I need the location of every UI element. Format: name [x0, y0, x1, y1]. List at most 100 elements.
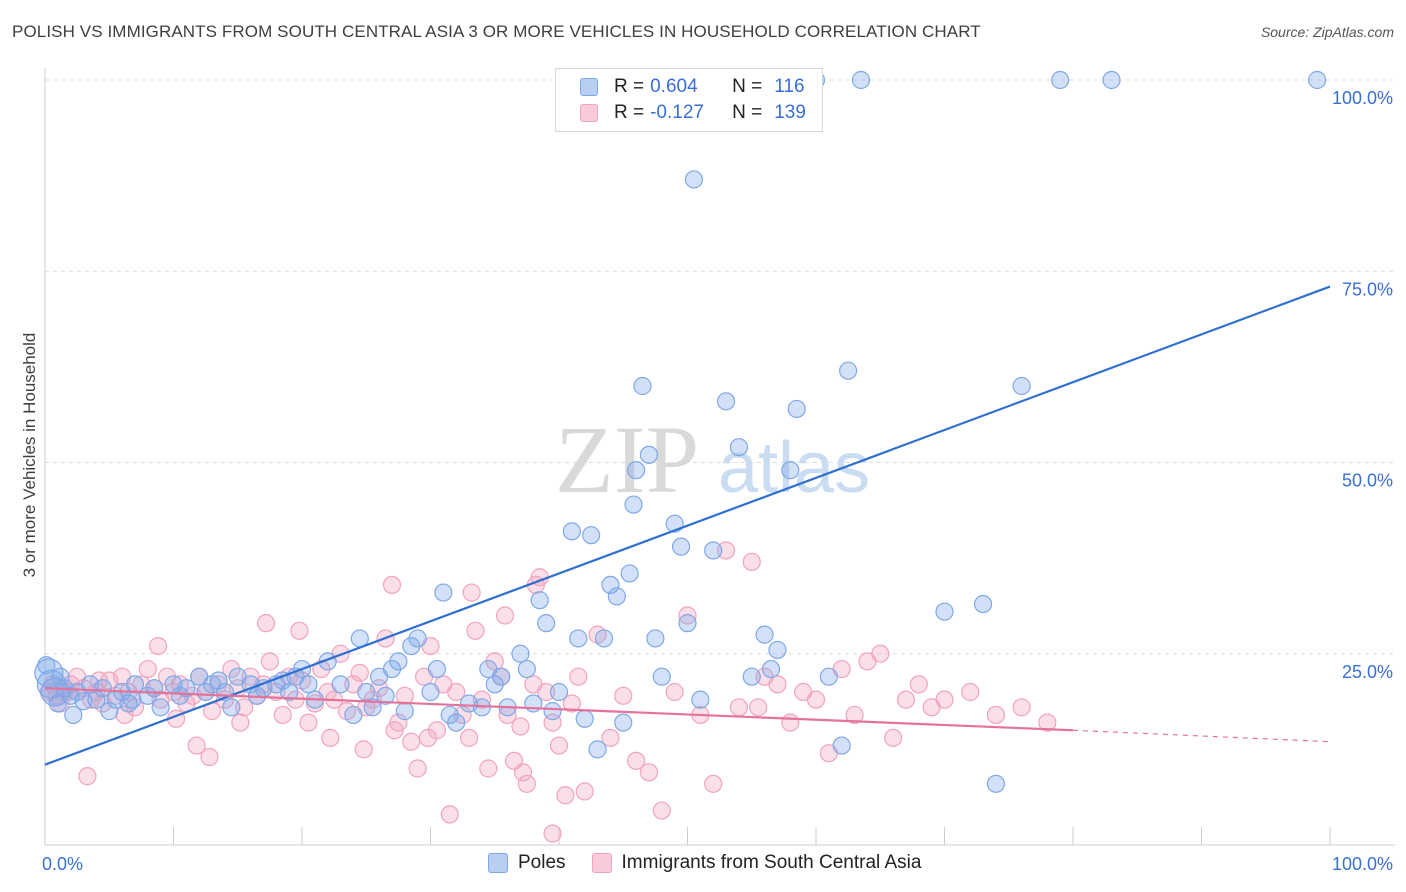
immigrants-point [231, 713, 250, 732]
immigrants-point [639, 763, 659, 782]
immigrants-point [440, 805, 459, 824]
poles-point [408, 629, 427, 648]
poles-point [51, 667, 70, 686]
immigrants-point [408, 759, 427, 778]
source-label: Source: ZipAtlas.com [1260, 24, 1394, 40]
immigrants-point [260, 652, 279, 671]
immigrants-point [459, 728, 479, 748]
poles-point [549, 682, 569, 702]
y-tick-labels: 25.0% 50.0% 75.0% 100.0% [1332, 88, 1393, 682]
x-tick-label: 0.0% [42, 854, 83, 874]
poles-point [479, 659, 498, 679]
poles-point [363, 698, 382, 717]
immigrants-point [495, 606, 515, 625]
poles-point [742, 667, 761, 686]
immigrants-point [517, 774, 536, 793]
legend-n-label: N = [732, 76, 763, 97]
immigrants-point [299, 713, 318, 732]
legend: R = 0.604 N = 116 R = -0.127 N = 139 [555, 68, 823, 132]
poles-point [633, 376, 652, 396]
immigrants-point [626, 751, 646, 770]
legend-n-label: N = [732, 102, 763, 123]
immigrants-point [511, 717, 530, 736]
immigrants-swatch [580, 104, 598, 122]
immigrants-point [704, 774, 723, 793]
trend-lines [44, 285, 1331, 766]
immigrants-point [935, 690, 954, 709]
immigrants-point [138, 659, 157, 679]
poles-point [537, 614, 556, 633]
immigrants-point [986, 705, 1006, 725]
bottom-legend-immigrants-label: Immigrants from South Central Asia [621, 852, 922, 873]
immigrants-trend-line [44, 687, 1074, 732]
poles-point [935, 602, 954, 621]
poles-point [569, 629, 588, 648]
legend-r-label: R = [614, 76, 645, 97]
immigrants-point [382, 575, 402, 595]
immigrants-point [1038, 713, 1057, 732]
immigrants-point [549, 736, 569, 755]
immigrants-point [806, 690, 826, 709]
poles-point [37, 656, 56, 675]
poles-point [530, 591, 549, 610]
poles-point [280, 682, 299, 702]
immigrants-point [200, 747, 219, 767]
immigrants-point [273, 705, 292, 725]
poles-point [434, 583, 453, 602]
poles-point [716, 392, 736, 411]
legend-row-immigrants: R = -0.127 N = 139 [580, 102, 806, 124]
poles-swatch [488, 853, 508, 873]
poles-point [376, 686, 395, 705]
poles-point [691, 690, 710, 709]
poles-point [678, 614, 697, 633]
x-tick-labels: 0.0% 100.0% [42, 854, 1393, 874]
poles-point [357, 682, 376, 702]
immigrants-point [462, 583, 481, 602]
poles-point [787, 399, 806, 419]
poles-point [222, 698, 241, 717]
immigrants-point [321, 728, 340, 748]
immigrants-point [614, 686, 633, 705]
poles-point [562, 522, 581, 541]
immigrants-point [402, 732, 421, 751]
poles-point [624, 495, 643, 514]
legend-r-label: R = [614, 102, 645, 123]
poles-point [1012, 376, 1031, 396]
poles-point [973, 594, 993, 614]
poles-point [839, 361, 858, 380]
y-tick-label: 75.0% [1342, 279, 1393, 299]
poles-point [819, 667, 838, 686]
poles-point [177, 679, 196, 698]
legend-n-value: 116 [774, 76, 805, 97]
immigrants-point [256, 614, 276, 633]
poles-point [704, 541, 723, 560]
immigrants-point [665, 682, 684, 702]
poles-point [626, 461, 646, 480]
immigrants-point [569, 667, 588, 686]
poles-point [1051, 70, 1070, 90]
poles-point [100, 702, 119, 721]
poles-point [543, 702, 562, 721]
poles-point [768, 640, 787, 660]
poles-point [447, 713, 466, 732]
poles-point [851, 70, 871, 90]
immigrants-point [961, 682, 980, 702]
poles-point [781, 461, 800, 480]
immigrants-point [883, 728, 903, 748]
immigrants-point [385, 721, 404, 740]
poles-point [671, 537, 691, 556]
immigrants-point [115, 705, 134, 725]
immigrants-point [148, 636, 168, 656]
immigrants-point [78, 767, 97, 786]
poles-point [729, 438, 749, 457]
poles-trend-line [44, 285, 1331, 766]
poles-point [331, 675, 350, 694]
immigrants-point [543, 824, 562, 843]
immigrants-point [418, 728, 438, 748]
immigrants-point [187, 736, 206, 755]
immigrants-point [235, 698, 254, 717]
poles-point [646, 629, 665, 648]
y-tick-label: 25.0% [1342, 662, 1393, 682]
poles-point [652, 667, 671, 686]
poles-point [832, 736, 851, 755]
